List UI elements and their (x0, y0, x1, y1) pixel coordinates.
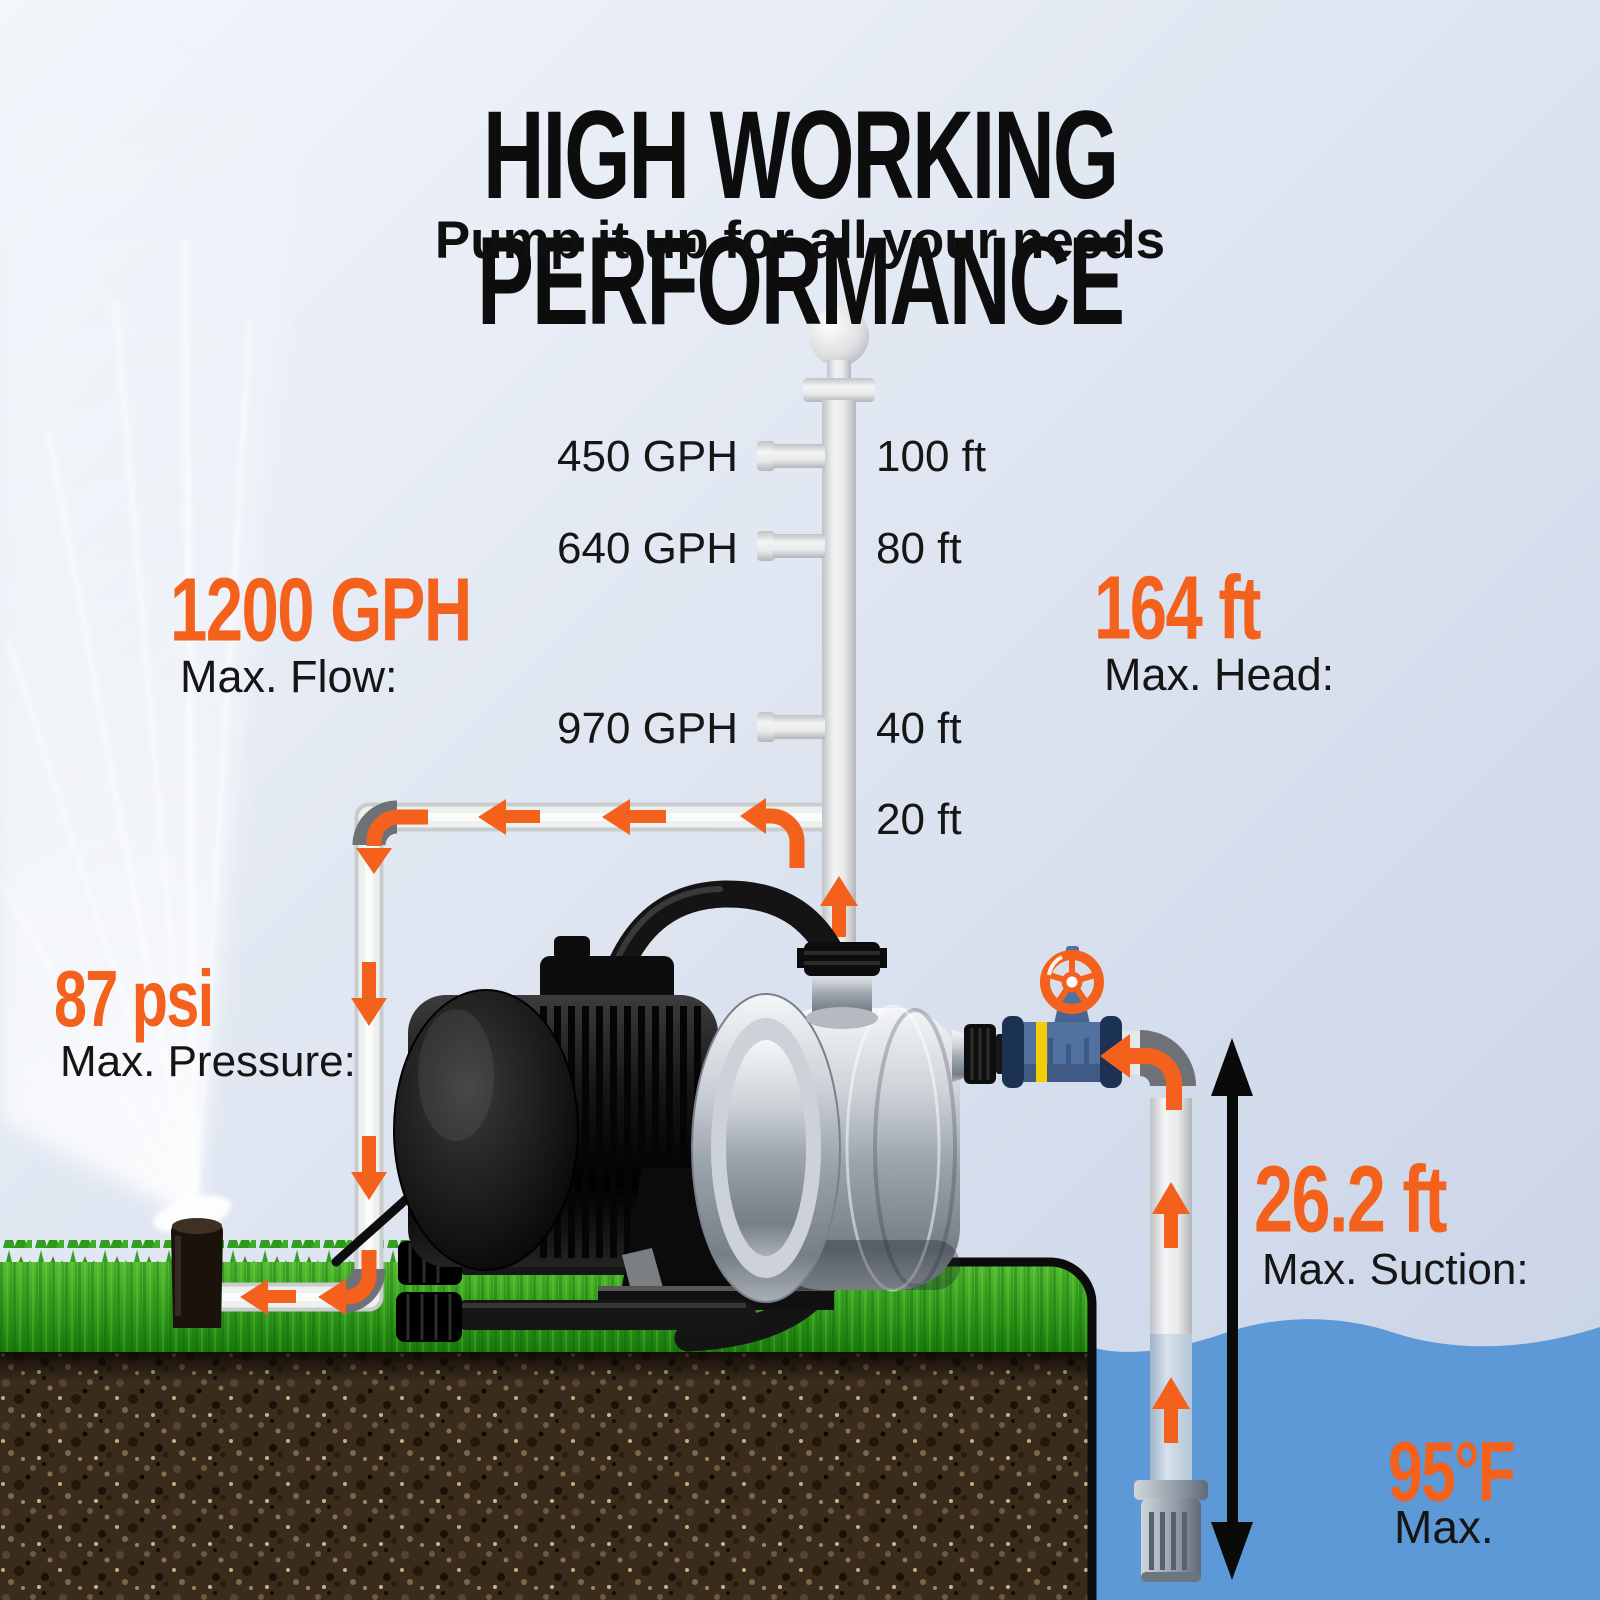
soil-block-outline (826, 1257, 1097, 1600)
soil-shadow (0, 1352, 1094, 1382)
max-temperature-label: Max. (1394, 1501, 1494, 1553)
garden-pump (331, 880, 1006, 1352)
valve-handwheel-icon (1040, 950, 1104, 1014)
soil (0, 1352, 1094, 1600)
fan-cover-highlight (418, 1009, 494, 1141)
flow-label: 640 GPH (557, 524, 738, 573)
max-pressure-label: Max. Pressure: (60, 1037, 356, 1086)
flow-arrow-junction-curve (740, 798, 805, 868)
gauge-row-100ft: 450 GPH 100 ft (0, 432, 1600, 482)
page-title: HIGH WORKING PERFORMANCE (477, 84, 1125, 351)
max-head-value: 164 ft (1094, 557, 1261, 659)
flow-arrow-down-1 (351, 962, 387, 1026)
riser-tube (822, 400, 856, 952)
head-label: 80 ft (876, 524, 962, 573)
riser-pipe (757, 306, 875, 952)
spray-fan (0, 40, 300, 1221)
head-label: 100 ft (876, 432, 987, 481)
spray-streaks (0, 239, 253, 1223)
flow-arrow-up-riser (820, 876, 858, 937)
shutoff-valve (1002, 946, 1122, 1088)
flow-arrow-down-2 (351, 1136, 387, 1200)
valve-flange-left (1002, 1016, 1024, 1088)
flow-label: 970 GPH (557, 704, 738, 753)
flow-arrow-elbow-down-curve (356, 809, 428, 874)
flow-arrows (240, 798, 858, 1315)
riser-ball-top (809, 306, 869, 366)
gauge-row-80ft: 640 GPH 80 ft (0, 524, 1600, 574)
suction-line (1002, 946, 1208, 1582)
head-label: 20 ft (876, 795, 962, 844)
flow-arrow-valve-curve (1100, 1034, 1182, 1110)
riser-neck (827, 360, 851, 382)
max-flow-value: 1200 GPH (170, 559, 472, 661)
sprinkler (153, 1195, 231, 1328)
inlet-coupler (797, 942, 887, 976)
inlet-stub (812, 966, 872, 1018)
terminal-nub (554, 936, 590, 960)
flow-arrow-suction-up-2 (1152, 1377, 1190, 1443)
suction-flow-arrows (1100, 1034, 1190, 1443)
flow-label: 450 GPH (557, 432, 738, 481)
flow-arrow-to-sprinkler (240, 1279, 296, 1315)
head-marker-100ft (757, 441, 825, 471)
max-temperature-value: 95°F (1388, 1424, 1516, 1519)
riser-collar (803, 378, 875, 402)
suction-depth-arrow-icon (1211, 1038, 1253, 1580)
pump-front-foot (396, 1292, 756, 1342)
fan-cover (393, 989, 579, 1271)
flow-arrow-left-2 (478, 799, 540, 835)
foot-valve (1134, 1480, 1208, 1582)
head-label: 40 ft (876, 704, 962, 753)
sprinkler-head (171, 1222, 223, 1328)
head-marker-80ft (757, 531, 825, 561)
head-marker-40ft (757, 712, 825, 742)
subheader: Pump it up for all your needs (0, 211, 1600, 270)
sprinkler-spray (0, 40, 300, 1223)
max-suction-value: 26.2 ft (1254, 1147, 1448, 1253)
page-subtitle: Pump it up for all your needs (434, 211, 1166, 270)
lawn-soil-block (0, 1240, 1097, 1600)
flow-arrow-left-1 (602, 799, 666, 835)
gauge-row-40ft: 970 GPH 40 ft (0, 704, 1600, 754)
max-suction-label: Max. Suction: (1262, 1245, 1529, 1294)
max-head-label: Max. Head: (1104, 649, 1335, 700)
header: HIGH WORKING PERFORMANCE (0, 92, 1600, 343)
max-pressure-value: 87 psi (54, 954, 214, 1044)
max-flow-label: Max. Flow: (180, 651, 398, 702)
gauge-row-20ft: 20 ft (0, 795, 1600, 845)
sprinkler-highlight (175, 1236, 181, 1316)
sprinkler-top (172, 1218, 222, 1234)
flow-arrow-bottom-curve (318, 1250, 377, 1315)
flow-arrow-suction-up-1 (1152, 1182, 1190, 1248)
water-body (1085, 1319, 1600, 1600)
valve-yellow-ring (1036, 1022, 1047, 1082)
stainless-pump-head (691, 942, 1006, 1303)
